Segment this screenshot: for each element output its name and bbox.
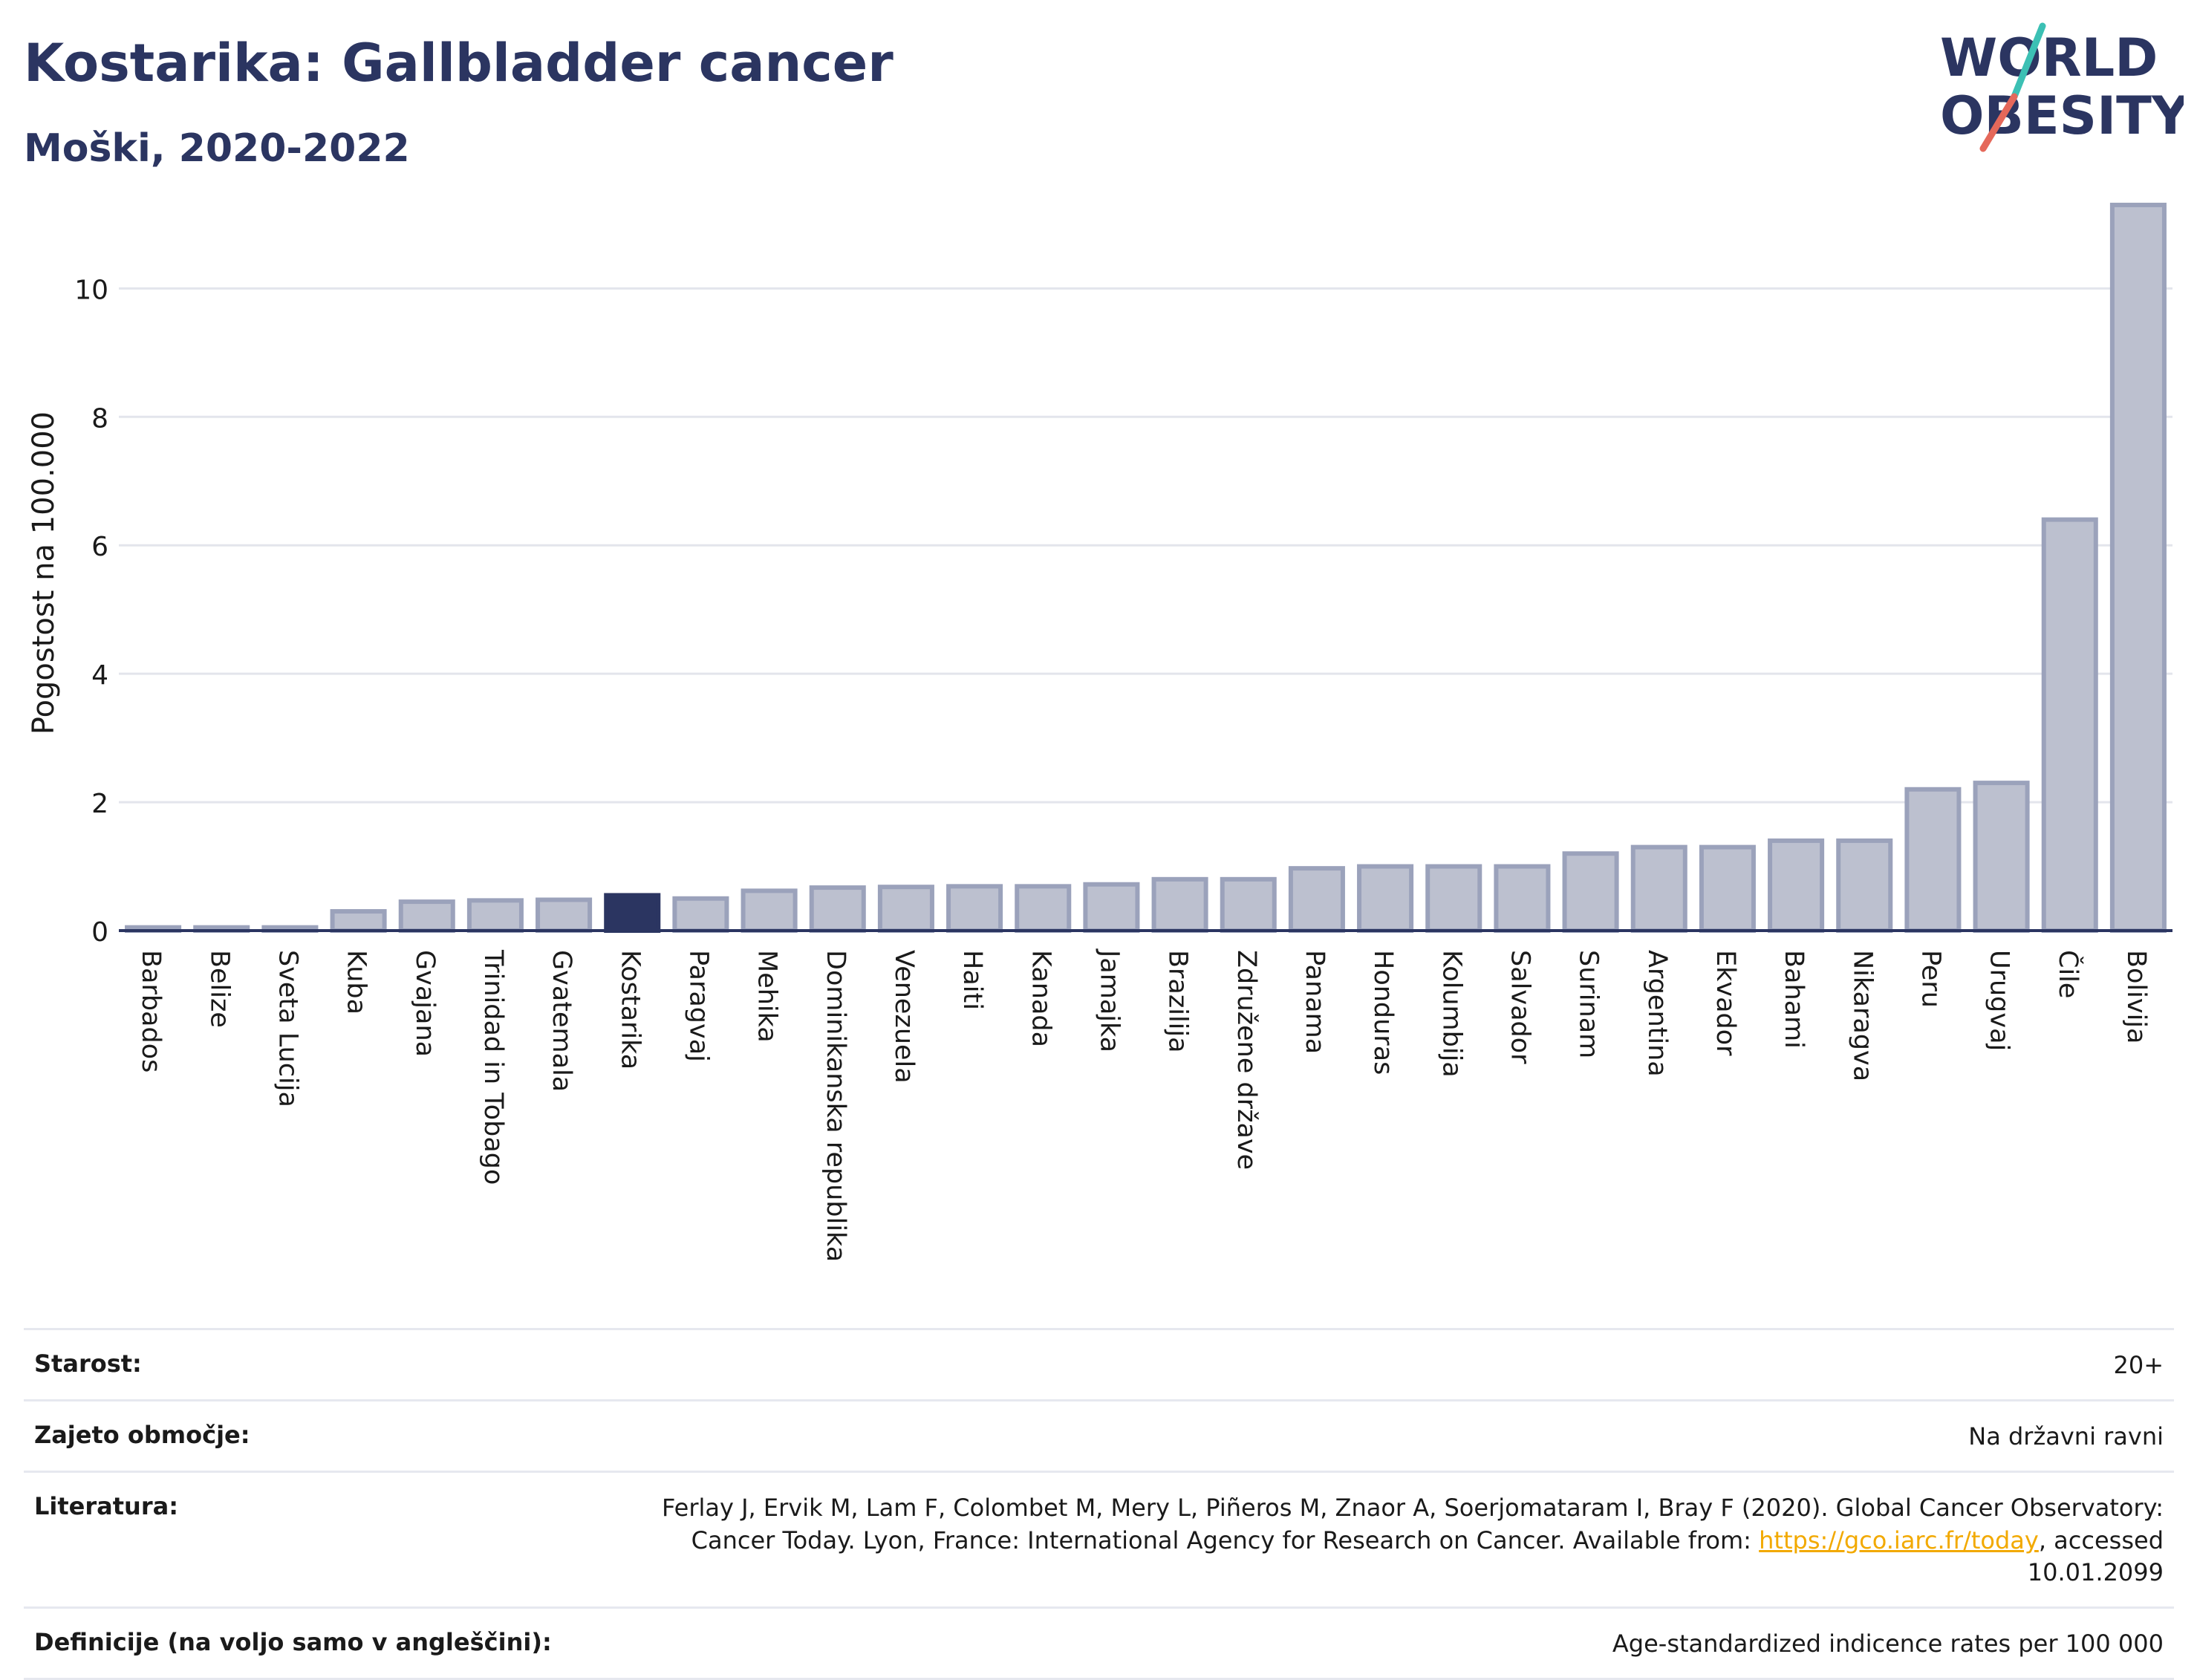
x-tick-label: Brazilija — [1163, 950, 1193, 1053]
bar-venezuela[interactable] — [877, 885, 934, 934]
x-tick-label: Kuba — [342, 950, 371, 1015]
x-tick-label: Honduras — [1368, 950, 1398, 1075]
logo-slash-teal — [2011, 22, 2046, 100]
bar-združene-države[interactable] — [1220, 876, 1277, 934]
bar-čile[interactable] — [2041, 517, 2098, 933]
bar-argentina[interactable] — [1630, 844, 1687, 934]
bar-haiti[interactable] — [946, 884, 1003, 933]
bar-gvatemala[interactable] — [536, 897, 593, 934]
bar-nikaragva[interactable] — [1836, 838, 1893, 933]
x-tick-label: Dominikanska republika — [821, 950, 850, 1262]
x-tick-label: Kanada — [1026, 950, 1055, 1047]
bar-honduras[interactable] — [1357, 864, 1414, 933]
world-obesity-logo: WORLD OBESITY — [1940, 22, 2184, 152]
bar-surinam[interactable] — [1562, 851, 1619, 933]
logo-text-world: WORLD — [1940, 27, 2158, 88]
bar-dominikanska-republika[interactable] — [809, 885, 866, 934]
literature-accessed: , accessed 10.01.2099 — [2027, 1526, 2164, 1586]
bars — [125, 202, 2167, 934]
bar-gvajana[interactable] — [398, 899, 455, 934]
x-tick-label: Bahami — [1779, 950, 1809, 1049]
x-tick-label: Čile — [2053, 950, 2084, 998]
y-axis-label: Pogostost na 100.000 — [27, 411, 61, 735]
x-tick-label: Gvatemala — [547, 950, 576, 1092]
x-tick-label: Paragvaj — [683, 950, 713, 1062]
x-tick-label: Jamajka — [1094, 948, 1124, 1052]
bar-paragvaj[interactable] — [672, 896, 729, 933]
x-tick-label: Urugvaj — [1985, 950, 2014, 1051]
info-row-definitions: Definicije (na voljo samo v angleščini):… — [24, 1606, 2174, 1680]
x-tick-label: Kostarika — [615, 950, 645, 1069]
definitions-value: Age-standardized indicence rates per 100… — [1612, 1629, 2164, 1658]
coverage-label: Zajeto območje: — [34, 1421, 250, 1450]
bar-trinidad-in-tobago[interactable] — [466, 898, 524, 933]
x-tick-label: Gvajana — [410, 950, 440, 1057]
x-tick-label: Belize — [204, 950, 234, 1028]
x-tick-label: Kolumbija — [1436, 950, 1466, 1078]
info-row-literature: Literatura: Ferlay J, Ervik M, Lam F, Co… — [24, 1471, 2174, 1606]
x-tick-label: Barbados — [136, 950, 166, 1072]
bar-jamajka[interactable] — [1083, 882, 1140, 934]
info-row-age: Starost: 20+ — [24, 1328, 2174, 1399]
logo-text-obesity: OBESITY — [1940, 85, 2184, 146]
x-tick-label: Nikaragva — [1847, 950, 1877, 1081]
bar-kanada[interactable] — [1015, 884, 1072, 933]
x-tick-label: Mehika — [752, 950, 782, 1043]
bar-kuba[interactable] — [330, 909, 387, 933]
y-tick-label: 10 — [74, 275, 108, 305]
chart-subtitle: Moški, 2020-2022 — [24, 126, 410, 171]
y-tick-label: 6 — [91, 532, 108, 562]
bar-urugvaj[interactable] — [1973, 781, 2030, 933]
info-table: Starost: 20+ Zajeto območje: Na državni … — [24, 1328, 2174, 1680]
x-tick-label: Haiti — [957, 950, 987, 1010]
bar-bahami[interactable] — [1768, 838, 1825, 933]
bar-kolumbija[interactable] — [1425, 864, 1482, 933]
x-tick-label: Sveta Lucija — [273, 950, 302, 1107]
bar-panama[interactable] — [1288, 866, 1345, 933]
y-tick-label: 4 — [91, 660, 108, 691]
chart-title: Kostarika: Gallbladder cancer — [24, 33, 894, 94]
age-value: 20+ — [2113, 1351, 2164, 1379]
bar-salvador[interactable] — [1494, 864, 1551, 933]
x-tick-label: Peru — [1916, 950, 1945, 1008]
bar-bolivija[interactable] — [2109, 202, 2167, 934]
bar-kostarika[interactable] — [604, 893, 661, 934]
x-tick-label: Surinam — [1574, 950, 1604, 1058]
axes: 0 2 4 6 8 10 Barbados Belize Sveta Lucija Kuba Gva… — [74, 275, 2172, 1262]
x-tick-label: Ekvador — [1711, 950, 1740, 1056]
x-tick-label: Salvador — [1505, 950, 1534, 1064]
definitions-label: Definicije (na voljo samo v angleščini): — [34, 1627, 552, 1656]
x-tick-label: Bolivija — [2121, 950, 2151, 1044]
y-tick-label: 0 — [91, 917, 108, 948]
y-tick-label: 2 — [91, 789, 108, 819]
y-tick-label: 8 — [91, 403, 108, 434]
x-tick-label: Argentina — [1642, 950, 1672, 1077]
x-tick-label: Venezuela — [889, 950, 919, 1084]
literature-link[interactable]: https://gco.iarc.fr/today — [1759, 1526, 2039, 1554]
bar-peru[interactable] — [1904, 787, 1962, 934]
bar-chart: 0 2 4 6 8 10 Barbados Belize Sveta Lucija Kuba Gva… — [27, 202, 2172, 1262]
logo-slash-coral — [1979, 93, 2018, 152]
info-row-coverage: Zajeto območje: Na državni ravni — [24, 1399, 2174, 1471]
bar-ekvador[interactable] — [1699, 844, 1756, 934]
x-tick-label: Združene države — [1231, 950, 1261, 1170]
bar-brazilija[interactable] — [1151, 876, 1208, 934]
x-tick-label: Panama — [1300, 950, 1329, 1054]
grid-lines — [119, 287, 2172, 804]
literature-value: Ferlay J, Ervik M, Lam F, Colombet M, Me… — [604, 1492, 2164, 1589]
age-label: Starost: — [34, 1349, 142, 1378]
coverage-value: Na državni ravni — [1968, 1422, 2164, 1451]
x-tick-label: Trinidad in Tobago — [478, 949, 508, 1185]
literature-label: Literatura: — [34, 1492, 178, 1521]
literature-text: Ferlay J, Ervik M, Lam F, Colombet M, Me… — [662, 1494, 2164, 1554]
bar-mehika[interactable] — [741, 888, 798, 933]
